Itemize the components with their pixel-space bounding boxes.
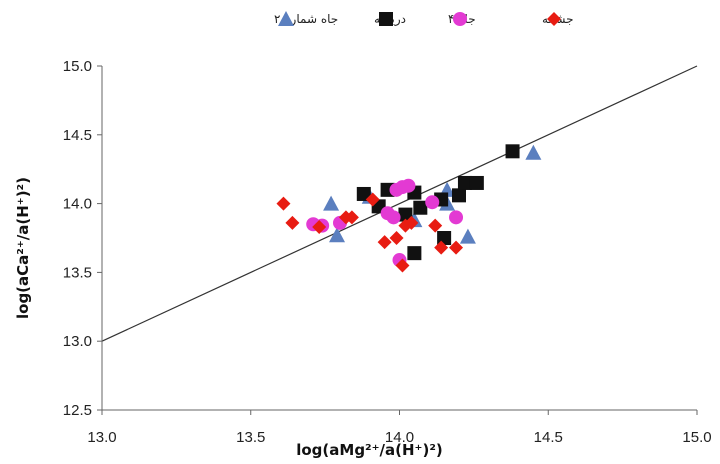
data-point-diamond xyxy=(404,215,419,230)
data-point-square xyxy=(505,144,520,159)
y-tick-label: 15.0 xyxy=(63,58,92,75)
legend-marker-triangle xyxy=(278,11,294,26)
y-tick-label: 13.5 xyxy=(63,264,92,281)
y-tick-label: 14.5 xyxy=(63,127,92,144)
data-point-square xyxy=(398,207,413,222)
data-point-triangle xyxy=(329,227,346,243)
data-point-diamond xyxy=(395,258,410,273)
data-point-diamond xyxy=(285,215,300,230)
data-point-circle xyxy=(401,178,416,193)
y-tick-label: 13.0 xyxy=(63,333,92,350)
data-point-circle xyxy=(425,195,440,210)
data-point-triangle xyxy=(323,195,340,211)
data-point-diamond xyxy=(428,218,443,233)
y-axis-label: log(aCa²⁺/a(H⁺)²) xyxy=(14,177,32,319)
data-point-diamond xyxy=(389,231,404,245)
data-point-diamond xyxy=(312,219,327,234)
data-point-diamond xyxy=(434,240,449,255)
data-point-diamond xyxy=(365,192,380,207)
legend: جاه شماره ۲دریاچهجاه ۴جشمه xyxy=(274,11,574,27)
x-tick-label: 15.0 xyxy=(682,429,711,446)
data-point-square xyxy=(469,175,484,190)
x-tick-label: 13.5 xyxy=(236,429,265,446)
reference-line xyxy=(101,65,698,342)
data-point-square xyxy=(413,200,428,215)
data-point-triangle xyxy=(525,144,542,160)
y-tick-label: 14.0 xyxy=(63,196,92,213)
data-point-square xyxy=(356,186,371,201)
data-point-diamond xyxy=(449,240,464,255)
y-tick-label: 12.5 xyxy=(63,402,92,419)
legend-marker-circle xyxy=(453,12,467,26)
data-point-triangle xyxy=(459,228,476,244)
x-tick-label: 14.0 xyxy=(385,429,414,446)
data-point-square xyxy=(407,246,422,261)
legend-marker-square xyxy=(379,12,393,26)
data-point-circle xyxy=(386,210,401,225)
data-point-diamond xyxy=(344,210,359,225)
data-points xyxy=(276,144,542,273)
data-point-diamond xyxy=(276,196,291,211)
legend-marker-diamond xyxy=(547,12,561,26)
data-point-square xyxy=(457,175,472,190)
x-tick-label: 14.5 xyxy=(534,429,563,446)
data-point-diamond xyxy=(377,235,392,250)
y-axis: 12.5 13.0 13.5 14.0 14.5 15.0 xyxy=(63,58,103,419)
x-axis-label: log(aMg²⁺/a(H⁺)²) xyxy=(296,441,443,459)
data-point-circle xyxy=(449,210,464,225)
x-axis: 13.0 13.5 14.0 14.5 15.0 xyxy=(87,409,712,446)
x-tick-label: 13.0 xyxy=(87,429,116,446)
data-point-square xyxy=(452,188,466,203)
